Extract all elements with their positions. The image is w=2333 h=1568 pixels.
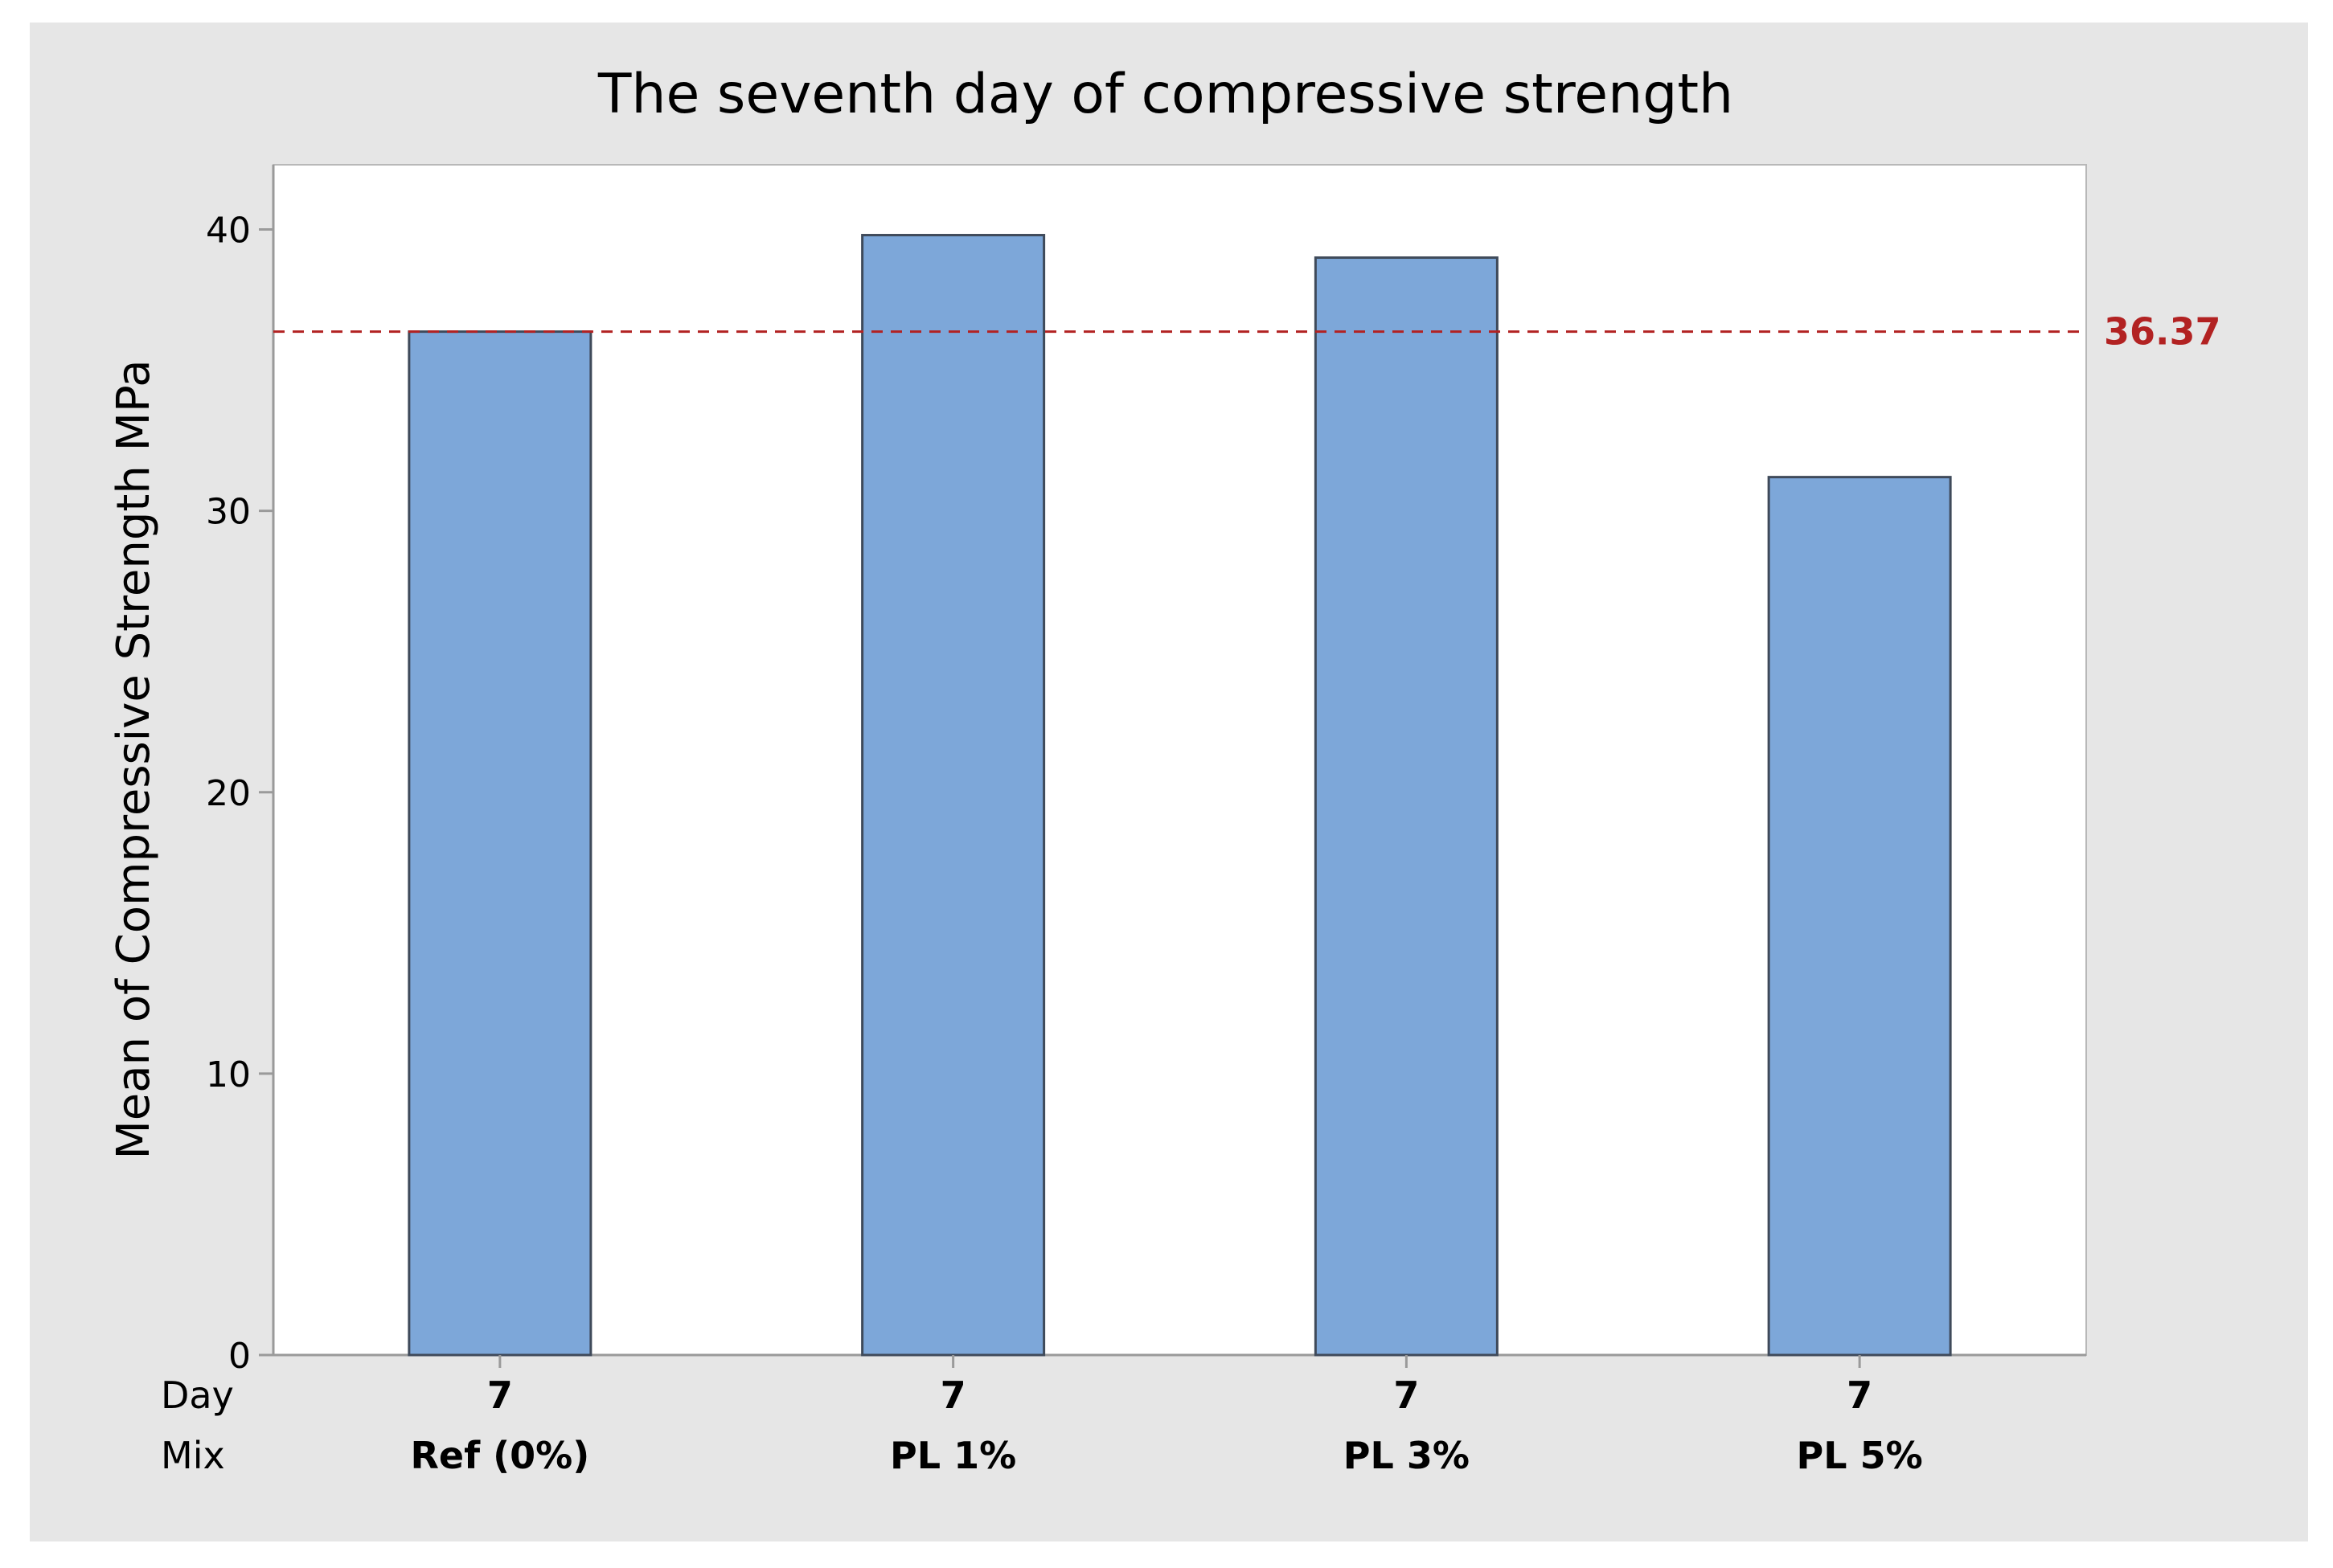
y-tick-label: 20 [206,773,251,814]
x-tick-label: PL 1% [890,1434,1016,1477]
x-tick-label: 7 [487,1374,513,1417]
chart-title: The seventh day of compressive strength [597,63,1733,126]
x-tick-label: PL 5% [1797,1434,1923,1477]
x-tick-label: PL 3% [1343,1434,1470,1477]
bar [408,330,592,1357]
y-axis-label: Mean of Compressive Strength MPa [108,359,160,1159]
y-tick-label: 10 [206,1054,251,1095]
bar [1767,476,1952,1357]
bars [408,234,1952,1368]
x-axis-labels: Day 7 7 7 7 Mix Ref (0%) PL 1% PL 3% PL 5% [161,1374,1923,1477]
bar [861,234,1046,1357]
reference-line-label: 36.37 [2104,310,2221,354]
y-tick-label: 40 [206,211,251,252]
x-tick-label: Ref (0%) [410,1434,589,1477]
x-level-name: Day [161,1374,234,1417]
x-tick-label: 7 [1847,1374,1872,1417]
y-tick-label: 0 [228,1336,251,1377]
y-tick-label: 30 [206,492,251,533]
x-tick-label: 7 [941,1374,966,1417]
x-tick-label: 7 [1393,1374,1419,1417]
y-axis-ticks: 0 10 20 30 40 [206,211,273,1377]
bar [1314,256,1499,1357]
x-level-name: Mix [161,1434,225,1477]
